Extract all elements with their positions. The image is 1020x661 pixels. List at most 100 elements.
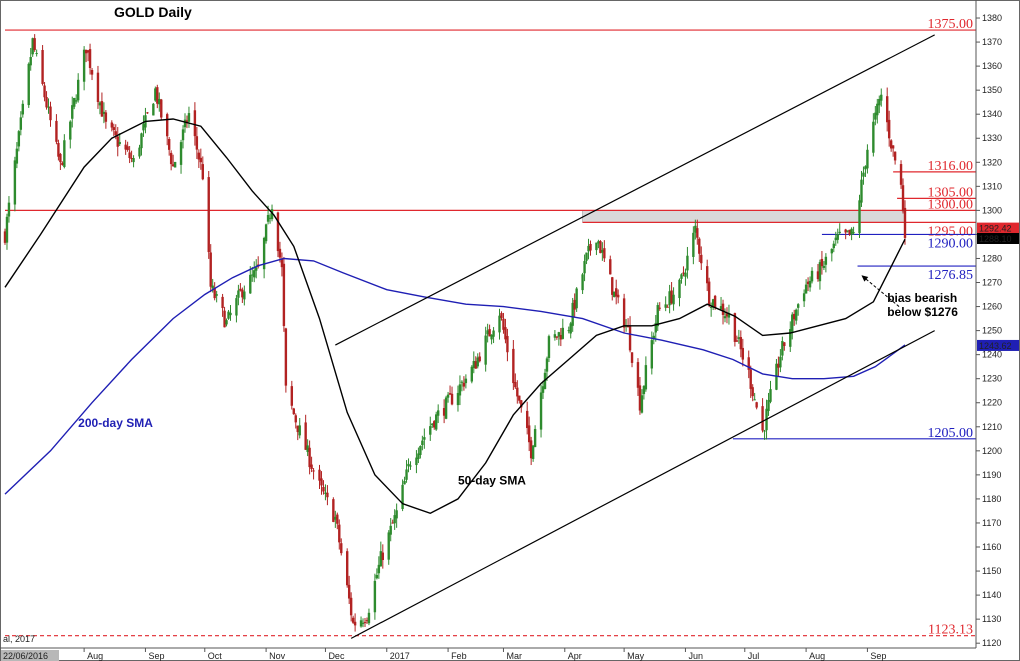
y-tick-label: 1150 xyxy=(982,566,1001,576)
trend-channel xyxy=(335,34,935,639)
candle-body xyxy=(347,584,351,599)
candle-body xyxy=(403,480,406,485)
candle-body xyxy=(76,79,80,101)
candle-body xyxy=(573,299,576,310)
candle xyxy=(512,340,515,390)
candle-body xyxy=(63,140,66,167)
candle-body xyxy=(241,289,244,298)
candle xyxy=(429,416,432,441)
candle-body xyxy=(470,366,474,382)
candle xyxy=(891,145,895,157)
candle xyxy=(559,328,563,347)
x-tick-label: Aug xyxy=(809,651,825,661)
candle-body xyxy=(215,294,218,296)
candle xyxy=(832,240,835,253)
candle xyxy=(903,200,907,245)
candle xyxy=(603,240,606,263)
candle xyxy=(433,420,436,430)
candle-body xyxy=(755,402,758,408)
candle-body xyxy=(541,386,545,393)
candle-body xyxy=(597,241,600,244)
candle-body xyxy=(249,274,252,294)
y-tick-label: 1350 xyxy=(982,85,1002,95)
candle-body xyxy=(73,97,76,107)
level-label: 1205.00 xyxy=(928,426,974,441)
candle-body xyxy=(336,514,339,524)
candle-body xyxy=(650,340,654,369)
candle-body xyxy=(498,315,501,333)
candle xyxy=(616,289,620,304)
x-tick-label: Aug xyxy=(87,651,103,661)
candle xyxy=(209,244,212,293)
candle xyxy=(102,102,106,124)
candle xyxy=(223,306,226,328)
candle-body xyxy=(195,136,199,150)
candle xyxy=(183,113,187,133)
candle-body xyxy=(848,229,851,235)
level-lines: 1375.00 1300.00 1295.00 1316.00 1305.00 1290.… xyxy=(5,17,976,638)
y-tick-label: 1190 xyxy=(982,470,1001,480)
candle xyxy=(262,236,266,279)
candle-body xyxy=(822,265,826,268)
candle xyxy=(324,484,327,501)
candle xyxy=(104,110,108,129)
candle xyxy=(239,283,242,292)
candle xyxy=(638,377,642,415)
candle xyxy=(387,530,390,565)
candle-body xyxy=(808,280,812,288)
candle-body xyxy=(850,228,853,235)
candle xyxy=(334,510,337,528)
candle xyxy=(476,353,479,369)
candle xyxy=(215,290,218,303)
candle-body xyxy=(709,306,713,308)
candle-body xyxy=(264,224,268,242)
candle xyxy=(292,407,295,415)
candle xyxy=(822,261,826,270)
candle-body xyxy=(802,293,806,302)
candle xyxy=(193,102,197,146)
candle-body xyxy=(160,99,163,118)
candle-body xyxy=(694,225,697,233)
candle xyxy=(379,541,383,567)
candle xyxy=(57,139,60,161)
candle-body xyxy=(804,284,808,294)
candle xyxy=(597,239,600,249)
candle xyxy=(615,279,618,305)
candle xyxy=(340,538,343,556)
candle xyxy=(173,161,177,168)
y-tick-label: 1330 xyxy=(982,133,1002,143)
y-tick-label: 1220 xyxy=(982,398,1002,408)
candle-body xyxy=(47,106,50,108)
candle xyxy=(59,152,62,171)
candle xyxy=(124,139,127,155)
candle xyxy=(601,242,604,261)
candle xyxy=(889,139,893,152)
candle xyxy=(533,425,537,448)
candle xyxy=(169,150,173,171)
candle xyxy=(820,250,824,275)
annotation-text: 50-day SMA xyxy=(458,473,526,487)
candle xyxy=(850,227,853,241)
candle-body xyxy=(69,121,72,140)
candle-body xyxy=(393,515,396,524)
candle-body xyxy=(5,216,9,243)
candle xyxy=(808,276,812,292)
candle xyxy=(417,447,420,464)
candle-body xyxy=(514,382,517,388)
candle xyxy=(460,380,464,392)
candle xyxy=(17,129,21,152)
candle-body xyxy=(417,453,420,459)
candle-body xyxy=(769,389,772,402)
candle-body xyxy=(458,384,462,396)
candle-body xyxy=(737,337,741,339)
candle xyxy=(711,298,715,311)
candle-body xyxy=(278,248,282,258)
candle-body xyxy=(751,387,754,397)
candle xyxy=(243,285,246,306)
candle-body xyxy=(284,328,288,386)
y-tick-label: 1200 xyxy=(982,446,1002,456)
candle-body xyxy=(209,252,212,287)
candle xyxy=(421,435,424,451)
candle-body xyxy=(345,551,349,586)
